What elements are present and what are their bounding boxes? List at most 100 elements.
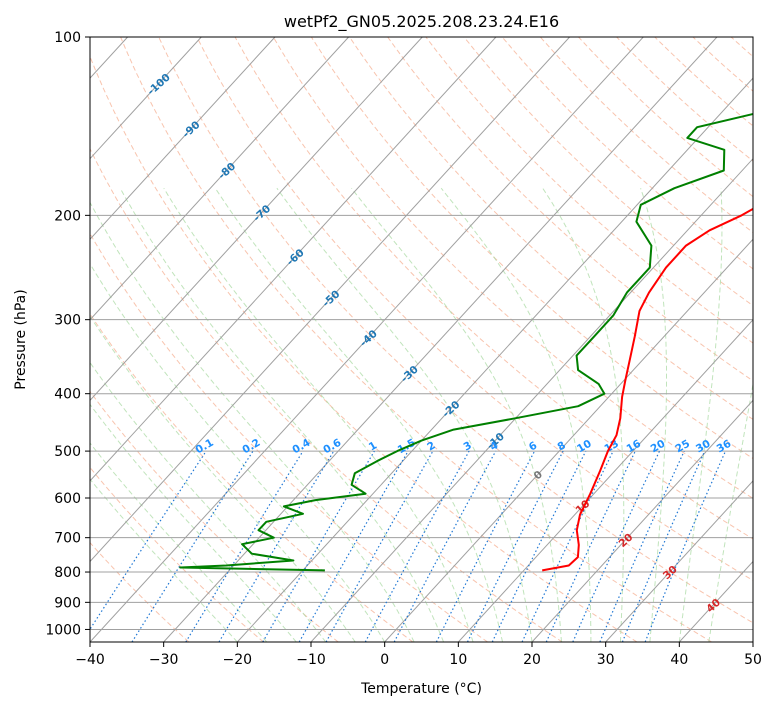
y-axis-label: Pressure (hPa) (13, 289, 29, 389)
dry-adiabat-line (90, 55, 638, 642)
isotherm-line (678, 560, 753, 642)
moist-adiabat-line (276, 187, 533, 642)
mixing-ratio-label: 36 (715, 438, 734, 456)
x-tick-label: −10 (296, 652, 326, 668)
isotherm-line (752, 641, 753, 642)
sounding-series (179, 113, 753, 572)
dry-adiabat-line (90, 232, 488, 642)
mixing-ratio-lines (90, 450, 727, 642)
x-tick-label: 10 (449, 652, 467, 668)
dry-adiabat-line (387, 37, 753, 382)
y-axis-ticks: 100 200 300 400 500 600 700 800 900 1000 (45, 30, 90, 638)
moist-adiabat-line (90, 361, 327, 642)
moist-adiabat-line (640, 188, 667, 642)
moist-adiabats (90, 187, 753, 642)
dry-adiabat-line (158, 37, 753, 624)
dry-adiabat-line (90, 147, 563, 642)
dry-adiabats (90, 37, 775, 642)
dry-adiabat-line (425, 37, 753, 344)
x-tick-label: 40 (670, 652, 688, 668)
x-axis-label: Temperature (°C) (360, 681, 482, 697)
x-tick-label: 20 (523, 652, 541, 668)
isotherm-line (90, 37, 644, 642)
isotherm-line (236, 77, 753, 642)
moist-adiabat-line (90, 315, 356, 642)
plot-area: -100-90-80-70-60-50-40-30-20-10010203040… (90, 37, 775, 642)
dry-adiabat-line (310, 37, 753, 460)
dry-adiabat-line (463, 37, 753, 307)
mixing-ratio-line (572, 450, 661, 642)
mixing-ratio-line (218, 450, 335, 642)
y-tick-label: 600 (54, 491, 81, 507)
dry-adiabat-line (272, 37, 753, 499)
x-tick-label: 50 (744, 652, 762, 668)
y-tick-label: 900 (54, 595, 81, 611)
isotherm-label: 30 (661, 563, 680, 582)
isotherm-line (90, 37, 276, 240)
isotherm-line (90, 37, 497, 482)
mixing-ratio-line (90, 450, 207, 631)
x-axis-ticks: −40 −30 −20 −10 0 10 20 30 40 50 (75, 642, 762, 668)
y-tick-label: 400 (54, 387, 81, 403)
isotherm-line (531, 399, 753, 642)
x-tick-label: 0 (380, 652, 389, 668)
isotherm-label: -100 (145, 71, 173, 98)
isotherm-line (90, 37, 423, 402)
temperature-profile-line (542, 207, 753, 572)
dry-adiabat-line (234, 37, 753, 540)
isotherm-line (384, 238, 753, 642)
dry-adiabat-line (90, 466, 264, 642)
x-tick-label: −20 (223, 652, 253, 668)
y-tick-label: 100 (54, 30, 81, 46)
isotherm-line (457, 319, 753, 642)
y-tick-label: 300 (54, 313, 81, 329)
moist-adiabat-line (214, 187, 503, 642)
chart-title: wetPf2_GN05.2025.208.23.24.E16 (284, 12, 559, 32)
moist-adiabat-line (163, 187, 474, 642)
isotherm-line (90, 37, 349, 321)
dry-adiabat-line (501, 37, 753, 270)
isotherm-line (310, 157, 753, 642)
moist-adiabat-line (90, 201, 415, 642)
y-tick-label: 500 (54, 444, 81, 460)
grid-lines (90, 37, 753, 642)
isotherm-line (605, 480, 753, 642)
dry-adiabat-line (616, 37, 753, 162)
moist-adiabat-line (90, 262, 386, 642)
dry-adiabat-line (540, 37, 753, 234)
mixing-ratio-label: 0.1 (194, 437, 216, 457)
mixing-ratio-line (466, 450, 564, 642)
mixing-ratio-line (599, 450, 685, 642)
dry-adiabat-line (349, 37, 753, 420)
dry-adiabat-line (90, 313, 414, 642)
mixing-ratio-line (644, 450, 727, 642)
mixing-ratio-line (393, 450, 497, 642)
moist-adiabat-line (90, 403, 297, 642)
moist-adiabat-line (90, 478, 238, 642)
mixing-ratio-label: 0.2 (240, 437, 262, 457)
isotherm-line (90, 37, 202, 160)
dry-adiabat-line (769, 37, 775, 642)
mixing-ratio-label: 16 (624, 438, 643, 456)
plot-frame (89, 36, 754, 643)
mixing-ratio-label: 25 (673, 438, 692, 456)
mixing-ratio-label: 10 (575, 438, 594, 456)
dry-adiabat-line (654, 37, 753, 127)
mixing-ratio-line (364, 450, 470, 642)
moist-adiabat-line (351, 187, 562, 642)
moist-adiabat-line (90, 442, 268, 642)
isotherm-label: 40 (704, 597, 723, 616)
mixing-ratio-line (185, 450, 304, 642)
mixing-ratio-line (325, 450, 434, 642)
y-tick-label: 800 (54, 565, 81, 581)
mixing-ratio-line (131, 450, 254, 642)
x-tick-label: −30 (149, 652, 179, 668)
isotherm-label: 0 (532, 469, 545, 483)
moist-adiabat-line (542, 187, 625, 642)
dry-adiabat-line (90, 390, 339, 642)
mixing-ratio-label: 0.6 (321, 437, 343, 457)
mixing-ratio-label: 30 (694, 438, 713, 456)
y-tick-label: 200 (54, 208, 81, 224)
